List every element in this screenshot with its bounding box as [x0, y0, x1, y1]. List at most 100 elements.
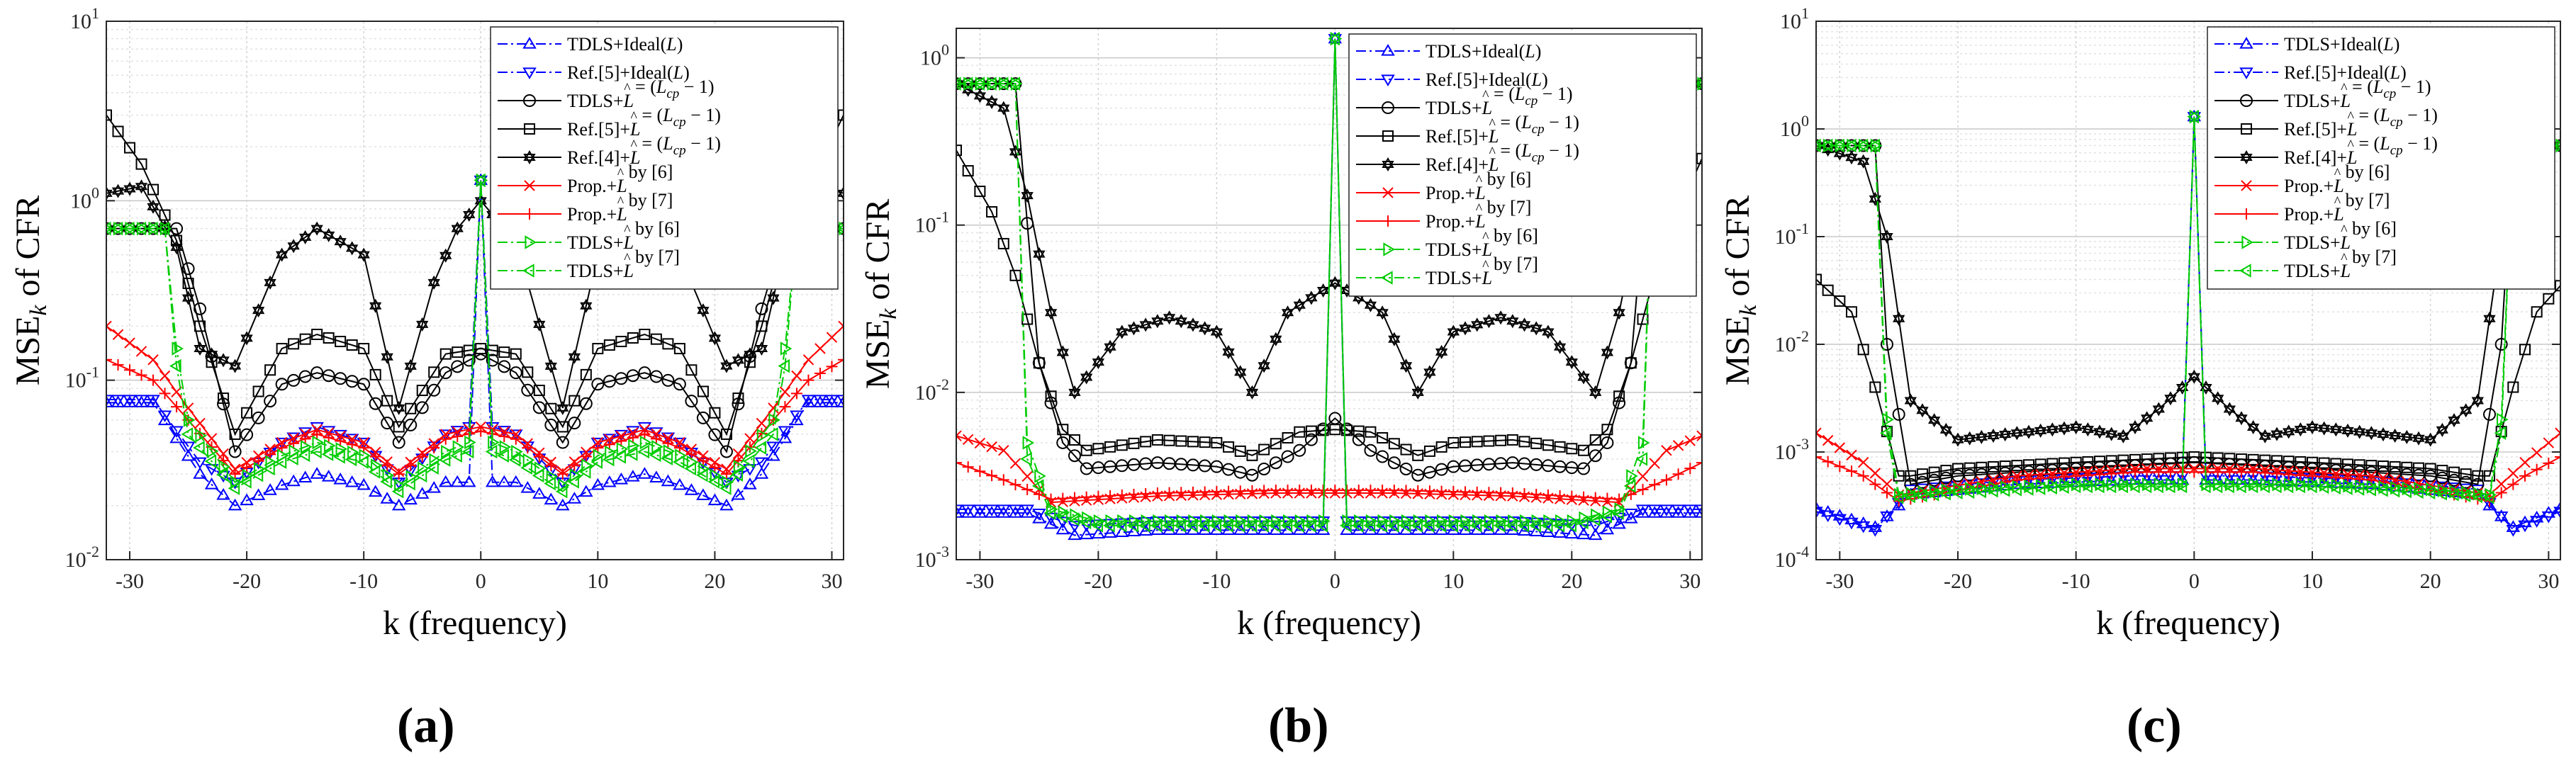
- legend-swatch-marker: [2241, 235, 2253, 249]
- data-point: [1564, 519, 1579, 531]
- data-point: [1951, 432, 1964, 447]
- data-point: [1577, 462, 1591, 475]
- data-point: [111, 183, 125, 198]
- data-point: [1893, 470, 1905, 482]
- legend-swatch-marker: [1381, 271, 1393, 285]
- data-point: [474, 193, 487, 208]
- data-point: [567, 492, 582, 504]
- data-point: [1126, 519, 1139, 533]
- data-point: [2458, 488, 2471, 502]
- data-point: [556, 421, 569, 433]
- data-point: [157, 221, 170, 236]
- data-point: [416, 451, 428, 463]
- data-point: [1328, 276, 1342, 290]
- data-point: [416, 317, 429, 332]
- data-point: [684, 461, 696, 476]
- data-point: [2294, 422, 2307, 437]
- data-point: [2154, 477, 2166, 492]
- data-point: [2271, 455, 2283, 467]
- data-point: [1221, 519, 1233, 533]
- data-point: [1282, 432, 1294, 444]
- data-point: [2541, 511, 2556, 524]
- data-point: [1092, 355, 1105, 370]
- data-point: [1624, 512, 1638, 524]
- data-point: [439, 248, 452, 263]
- data-point: [956, 79, 963, 89]
- legend-item-6: Prop.+L^ by [7]: [2214, 190, 2390, 225]
- data-point: [685, 364, 698, 376]
- data-point: [335, 336, 347, 348]
- data-point: [1939, 471, 1953, 485]
- data-point: [1211, 486, 1223, 498]
- data-point: [1128, 488, 1140, 500]
- data-point: [2213, 477, 2225, 492]
- data-point: [136, 221, 149, 236]
- data-point: [2448, 473, 2460, 487]
- data-point: [1271, 514, 1283, 529]
- data-point: [685, 395, 698, 408]
- data-point: [2081, 479, 2093, 494]
- data-point: [1816, 273, 1822, 286]
- data-point: [602, 452, 615, 467]
- data-point: [592, 343, 604, 355]
- data-point: [985, 506, 999, 518]
- data-point: [520, 481, 535, 493]
- data-point: [756, 429, 769, 443]
- legend-label: Ref.[5]+Ideal(L): [567, 62, 690, 83]
- data-point: [743, 477, 757, 490]
- data-point: [1233, 465, 1247, 479]
- data-point: [1553, 339, 1567, 354]
- data-point: [1032, 509, 1046, 521]
- data-point: [2329, 422, 2342, 437]
- data-point: [182, 402, 194, 414]
- data-point: [2318, 471, 2330, 483]
- x-tick-label: 10: [587, 570, 608, 593]
- data-point: [1128, 437, 1140, 449]
- data-point: [393, 400, 405, 415]
- data-point: [1446, 519, 1458, 533]
- data-point: [2258, 429, 2271, 443]
- data-point: [961, 77, 973, 91]
- data-point: [274, 477, 289, 490]
- data-point: [334, 234, 347, 249]
- data-point: [956, 457, 962, 469]
- legend-label: TDLS+L^ = (Lcp − 1): [567, 77, 715, 111]
- data-point: [2436, 465, 2448, 477]
- y-axis: 10-2 10-1 100 101: [65, 4, 844, 572]
- data-point: [1293, 443, 1306, 457]
- data-point: [345, 475, 359, 487]
- data-point: [405, 459, 417, 471]
- data-point: [556, 468, 569, 480]
- data-point: [2082, 469, 2094, 481]
- data-point: [836, 395, 844, 407]
- data-point: [2436, 471, 2449, 485]
- data-point: [1092, 443, 1104, 455]
- data-point: [1671, 504, 1686, 516]
- data-point: [732, 392, 744, 405]
- legend-label: Ref.[4]+L^ = (Lcp − 1): [567, 133, 721, 168]
- data-point: [510, 433, 522, 445]
- data-point: [368, 465, 381, 479]
- data-point: [1469, 519, 1482, 533]
- data-point: [579, 397, 593, 410]
- data-point: [193, 441, 205, 455]
- data-point: [485, 444, 498, 459]
- data-point: [2281, 474, 2296, 486]
- data-point: [1564, 526, 1579, 539]
- legend-item-8: TDLS+L^ by [7]: [498, 247, 680, 281]
- data-point: [1399, 462, 1413, 475]
- data-point: [1330, 31, 1343, 46]
- data-point: [616, 442, 629, 456]
- data-point: [1033, 247, 1046, 261]
- data-point: [1566, 443, 1578, 455]
- data-point: [1140, 436, 1152, 448]
- panel-label-c: (c): [2127, 699, 2182, 753]
- data-point: [240, 331, 253, 346]
- data-point: [1915, 488, 1927, 502]
- data-point: [1199, 486, 1211, 498]
- data-point: [1976, 481, 1989, 496]
- data-point: [732, 353, 745, 368]
- data-point: [569, 459, 581, 471]
- data-point: [1834, 442, 1846, 453]
- data-point: [1139, 317, 1152, 332]
